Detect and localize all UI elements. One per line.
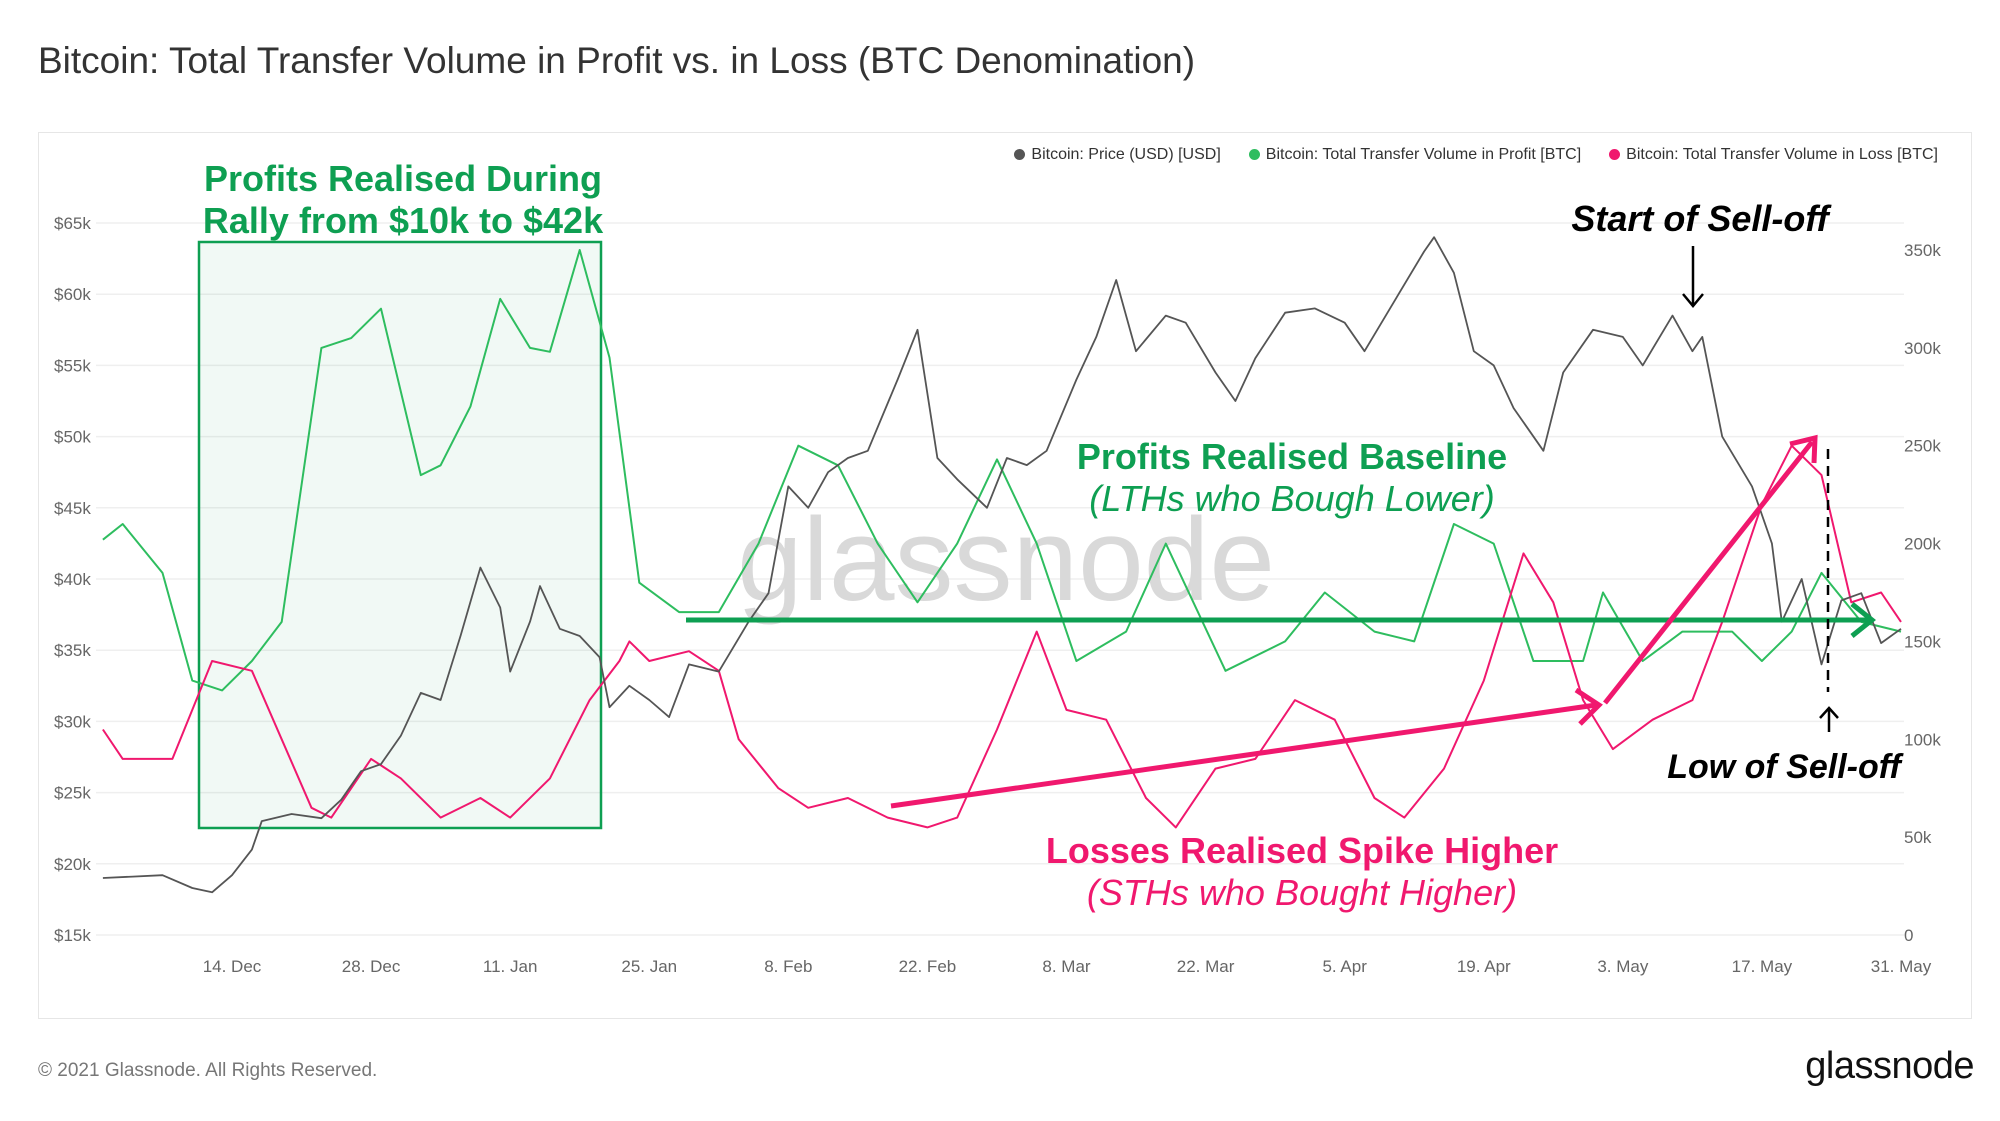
glassnode-logo[interactable]: glassnode <box>1805 1045 1974 1087</box>
x-tick-label: 17. May <box>1732 957 1793 976</box>
y-left-tick-label: $50k <box>54 428 91 447</box>
watermark: glassnode <box>737 494 1275 626</box>
y-right-tick-label: 50k <box>1904 828 1932 847</box>
baseline-annotation-line1: Profits Realised Baseline <box>1076 436 1508 477</box>
y-left-tick-label: $20k <box>54 855 91 874</box>
rally-annotation: Profits Realised During Rally from $10k … <box>203 158 603 242</box>
loss-arrow-line-1 <box>890 702 1597 809</box>
x-tick-label: 31. May <box>1871 957 1932 976</box>
y-right-tick-label: 350k <box>1904 241 1941 260</box>
legend-dot-icon <box>1609 149 1621 160</box>
x-tick-label: 8. Feb <box>764 957 812 976</box>
profit-volume-line <box>102 249 1902 692</box>
losses-annotation-line1: Losses Realised Spike Higher <box>1045 830 1559 871</box>
grid <box>96 222 1904 936</box>
x-tick-label: 11. Jan <box>483 957 538 976</box>
chart-title: Bitcoin: Total Transfer Volume in Profit… <box>38 40 1196 81</box>
rally-annotation-line1: Profits Realised During <box>203 158 603 199</box>
chart-frame <box>38 132 1972 1019</box>
y-right-tick-label: 0 <box>1904 926 1913 945</box>
y-right-tick-label: 250k <box>1904 437 1941 456</box>
loss-arrow-head-1 <box>1574 687 1603 726</box>
x-tick-label: 22. Feb <box>899 957 957 976</box>
legend: Bitcoin: Price (USD) [USD] Bitcoin: Tota… <box>1014 146 1938 164</box>
x-tick-label: 19. Apr <box>1457 957 1511 976</box>
losses-annotation: Losses Realised Spike Higher (STHs who B… <box>1046 830 1558 914</box>
y-left-tick-label: $30k <box>54 712 91 731</box>
legend-item-price[interactable]: Bitcoin: Price (USD) [USD] <box>1014 146 1221 164</box>
x-tick-label: 5. Apr <box>1322 957 1367 976</box>
rally-highlight-box <box>197 240 603 830</box>
legend-dot-icon <box>1014 149 1026 160</box>
y-left-tick-label: $55k <box>54 356 91 375</box>
x-tick-label: 8. Mar <box>1042 957 1091 976</box>
start-selloff-annotation: Start of Sell-off <box>1571 198 1829 239</box>
x-tick-label: 28. Dec <box>342 957 401 976</box>
annotation-arrows <box>686 246 1877 809</box>
baseline-annotation-line2: (LTHs who Bough Lower) <box>1089 478 1495 519</box>
y-left-tick-label: $45k <box>54 499 91 518</box>
baseline-arrow-head <box>1850 602 1877 638</box>
price-line <box>102 236 1902 894</box>
x-tick-label: 3. May <box>1597 957 1649 976</box>
loss-volume-line <box>102 444 1902 829</box>
y-right-tick-label: 200k <box>1904 535 1941 554</box>
low-selloff-annotation: Low of Sell-off <box>1667 748 1901 786</box>
start-selloff-arrow-head <box>1682 293 1704 308</box>
y-left-tick-label: $40k <box>54 570 91 589</box>
loss-arrow-head-2 <box>1789 434 1818 464</box>
y-left-tick-label: $65k <box>54 214 91 233</box>
x-tick-label: 14. Dec <box>203 957 262 976</box>
y-right-tick-label: 100k <box>1904 730 1941 749</box>
series-group <box>102 236 1902 894</box>
baseline-annotation: Profits Realised Baseline (LTHs who Boug… <box>1077 436 1507 520</box>
rally-annotation-line2: Rally from $10k to $42k <box>202 200 604 241</box>
y-left-tick-label: $60k <box>54 285 91 304</box>
x-tick-label: 22. Mar <box>1177 957 1235 976</box>
y-left-tick-label: $35k <box>54 641 91 660</box>
loss-arrow-line-2 <box>1603 440 1814 705</box>
axes: $15k $20k $25k $30k $35k $40k $45k $50k $55k $60k… <box>54 214 1941 976</box>
low-selloff-arrow-head <box>1819 706 1839 719</box>
copyright-footer: © 2021 Glassnode. All Rights Reserved. <box>38 1060 378 1081</box>
y-left-tick-label: $15k <box>54 926 91 945</box>
y-left-tick-label: $25k <box>54 784 91 803</box>
y-right-tick-label: 150k <box>1904 632 1941 651</box>
losses-annotation-line2: (STHs who Bought Higher) <box>1086 872 1518 913</box>
y-right-tick-label: 300k <box>1904 339 1941 358</box>
legend-dot-icon <box>1248 149 1260 160</box>
x-tick-label: 25. Jan <box>621 957 677 976</box>
legend-item-profit[interactable]: Bitcoin: Total Transfer Volume in Profit… <box>1248 146 1581 164</box>
legend-item-loss[interactable]: Bitcoin: Total Transfer Volume in Loss [… <box>1609 146 1938 164</box>
